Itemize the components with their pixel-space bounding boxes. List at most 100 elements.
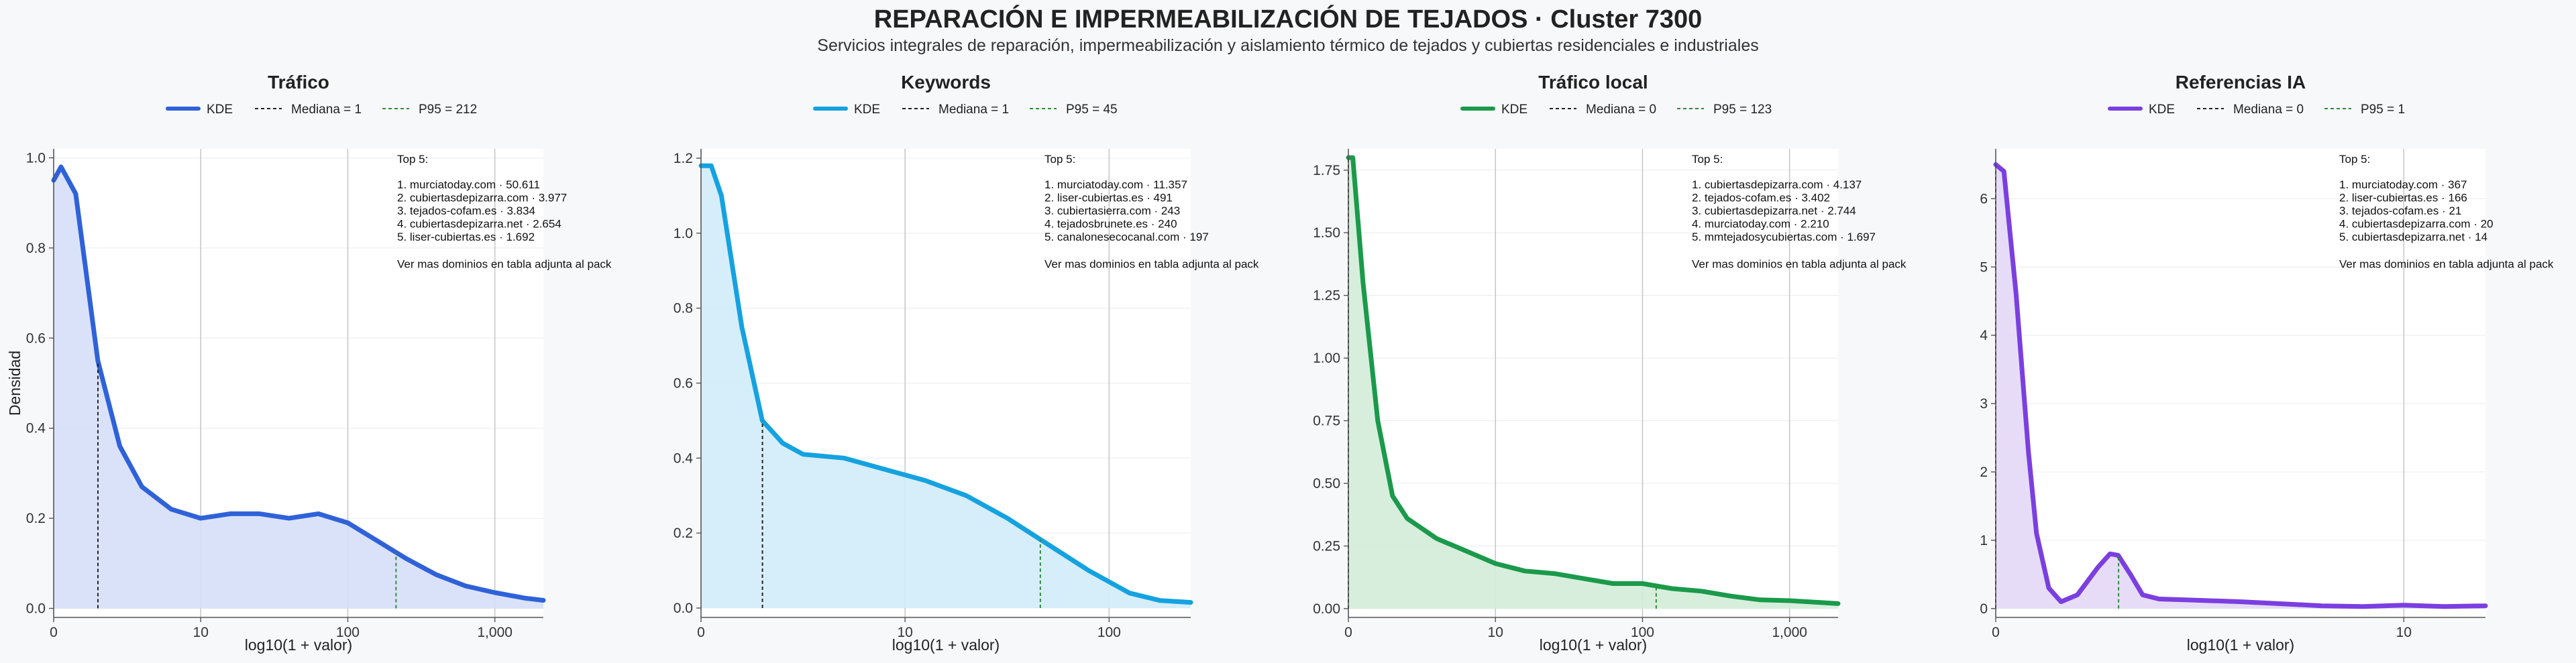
figure-subtitle: Servicios integrales de reparación, impe…	[817, 36, 1759, 55]
legend-label-kde: KDE	[207, 103, 233, 117]
y-tick-label: 0.4	[674, 450, 694, 466]
top5-item: 4. tejadosbrunete.es · 240	[1044, 218, 1177, 231]
kde-area	[701, 166, 1191, 608]
top5-item: 4. murciatoday.com · 2.210	[1692, 218, 1829, 231]
top5-item: 3. cubiertasierra.com · 243	[1044, 204, 1180, 217]
y-tick-label: 0.8	[26, 241, 46, 256]
chart-title: Referencias IA	[2176, 72, 2306, 93]
top5-heading: Top 5:	[1044, 153, 1075, 166]
kde-line	[1346, 155, 1841, 606]
kde-line	[1993, 162, 2488, 609]
x-tick-label: 0	[1992, 625, 2000, 640]
top5-item: 4. cubiertasdepizarra.net · 2.654	[397, 218, 561, 231]
x-tick-label: 1,000	[1772, 625, 1807, 640]
x-tick-label: 10	[193, 625, 209, 640]
top5-item: 1. murciatoday.com · 50.611	[397, 178, 540, 191]
y-tick-label: 0.0	[674, 601, 693, 616]
top5-footer: Ver mas dominios en tabla adjunta al pac…	[397, 258, 612, 271]
x-tick-label: 100	[1097, 625, 1121, 640]
y-tick-label: 0.0	[26, 601, 46, 617]
x-tick-label: 0	[697, 625, 705, 640]
figure-title: REPARACIÓN E IMPERMEABILIZACIÓN DE TEJAD…	[873, 5, 1703, 34]
top5-footer: Ver mas dominios en tabla adjunta al pac…	[1692, 258, 1907, 271]
x-tick-label: 0	[50, 625, 58, 640]
y-tick-label: 5	[1980, 259, 1988, 275]
legend-label-kde: KDE	[1501, 103, 1527, 117]
legend-label-p95: P95 = 212	[419, 103, 477, 117]
top5-item: 5. liser-cubiertas.es · 1.692	[397, 231, 535, 243]
y-tick-label: 1.0	[674, 226, 693, 241]
y-tick-label: 1.00	[1313, 351, 1340, 366]
x-tick-label: 0	[1344, 625, 1352, 640]
top5-item: 1. murciatoday.com · 367	[2339, 178, 2467, 191]
y-tick-label: 2	[1980, 465, 1988, 480]
y-tick-label: 1	[1980, 533, 1988, 548]
y-tick-label: 0.6	[674, 376, 693, 391]
kde-area	[1348, 158, 1838, 609]
y-axis-label: Densidad	[6, 351, 23, 416]
y-tick-label: 1.50	[1313, 225, 1340, 241]
y-tick-label: 3	[1980, 396, 1988, 412]
y-tick-label: 1.0	[26, 150, 46, 166]
chart-title: Tráfico local	[1538, 72, 1648, 93]
legend-label-median: Mediana = 0	[2233, 103, 2304, 117]
x-tick-label: 1,000	[477, 625, 513, 640]
top5-item: 5. cubiertasdepizarra.net · 14	[2339, 231, 2487, 243]
y-tick-label: 0	[1980, 601, 1988, 617]
top5-item: 3. tejados-cofam.es · 21	[2339, 204, 2461, 217]
y-tick-label: 0.00	[1313, 601, 1340, 617]
legend: KDE Mediana = 1 P95 = 212	[166, 103, 477, 117]
x-tick-label: 10	[2396, 625, 2412, 640]
x-tick-label: 100	[336, 625, 360, 640]
legend-label-median: Mediana = 0	[1586, 103, 1656, 117]
x-tick-label: 100	[1631, 625, 1654, 640]
x-axis-label: log10(1 + valor)	[1540, 636, 1647, 654]
y-tick-label: 0.6	[26, 330, 46, 346]
chart-panel: Tráfico KDE Mediana = 1 P95 = 212 0.0 0.2 0.4 0…	[6, 72, 612, 654]
top5-heading: Top 5:	[397, 153, 428, 166]
top5-item: 2. tejados-cofam.es · 3.402	[1692, 192, 1830, 204]
y-tick-label: 1.2	[674, 151, 693, 166]
legend-label-p95: P95 = 45	[1066, 103, 1118, 117]
chart-panel: Keywords KDE Mediana = 1 P95 = 45 0.0 0.2 0.4 0…	[674, 72, 1259, 654]
legend: KDE Mediana = 0 P95 = 1	[2108, 103, 2405, 117]
y-tick-label: 1.25	[1313, 288, 1340, 304]
y-tick-label: 0.4	[26, 421, 46, 436]
top5-item: 2. liser-cubiertas.es · 491	[1044, 192, 1173, 204]
top5-item: 5. mmtejadosycubiertas.com · 1.697	[1692, 231, 1876, 243]
y-tick-label: 4	[1980, 328, 1988, 343]
chart-panel: Tráfico local KDE Mediana = 0 P95 = 123 0.00…	[1313, 72, 1907, 654]
legend-label-p95: P95 = 1	[2361, 103, 2405, 117]
legend-label-p95: P95 = 123	[1713, 103, 1772, 117]
y-tick-label: 0.25	[1313, 538, 1340, 554]
top5-footer: Ver mas dominios en tabla adjunta al pac…	[2339, 258, 2554, 271]
top5-item: 1. murciatoday.com · 11.357	[1044, 178, 1187, 191]
kde-line	[698, 163, 1193, 605]
y-tick-label: 0.2	[674, 526, 693, 541]
top5-heading: Top 5:	[2339, 153, 2370, 166]
y-tick-label: 6	[1980, 191, 1988, 206]
top5-item: 3. tejados-cofam.es · 3.834	[397, 204, 535, 217]
y-tick-label: 0.75	[1313, 414, 1340, 429]
y-tick-label: 1.75	[1313, 163, 1340, 178]
x-tick-label: 10	[897, 625, 912, 640]
top5-item: 2. liser-cubiertas.es · 166	[2339, 192, 2467, 204]
x-axis-label: log10(1 + valor)	[2187, 636, 2294, 654]
top5-item: 4. cubiertasdepizarra.com · 20	[2339, 218, 2493, 231]
legend-label-median: Mediana = 1	[291, 103, 362, 117]
top5-item: 2. cubiertasdepizarra.com · 3.977	[397, 192, 567, 204]
legend-label-median: Mediana = 1	[938, 103, 1009, 117]
legend: KDE Mediana = 0 P95 = 123	[1460, 103, 1772, 117]
y-tick-label: 0.2	[26, 511, 46, 526]
x-axis-label: log10(1 + valor)	[245, 636, 352, 654]
chart-title: Keywords	[901, 72, 991, 93]
top5-item: 5. canalonesecocanal.com · 197	[1044, 231, 1209, 243]
legend-label-kde: KDE	[854, 103, 880, 117]
chart-title: Tráfico	[268, 72, 329, 93]
legend-label-kde: KDE	[2149, 103, 2175, 117]
y-tick-label: 0.50	[1313, 476, 1340, 491]
legend: KDE Mediana = 1 P95 = 45	[813, 103, 1118, 117]
top5-footer: Ver mas dominios en tabla adjunta al pac…	[1044, 258, 1259, 271]
